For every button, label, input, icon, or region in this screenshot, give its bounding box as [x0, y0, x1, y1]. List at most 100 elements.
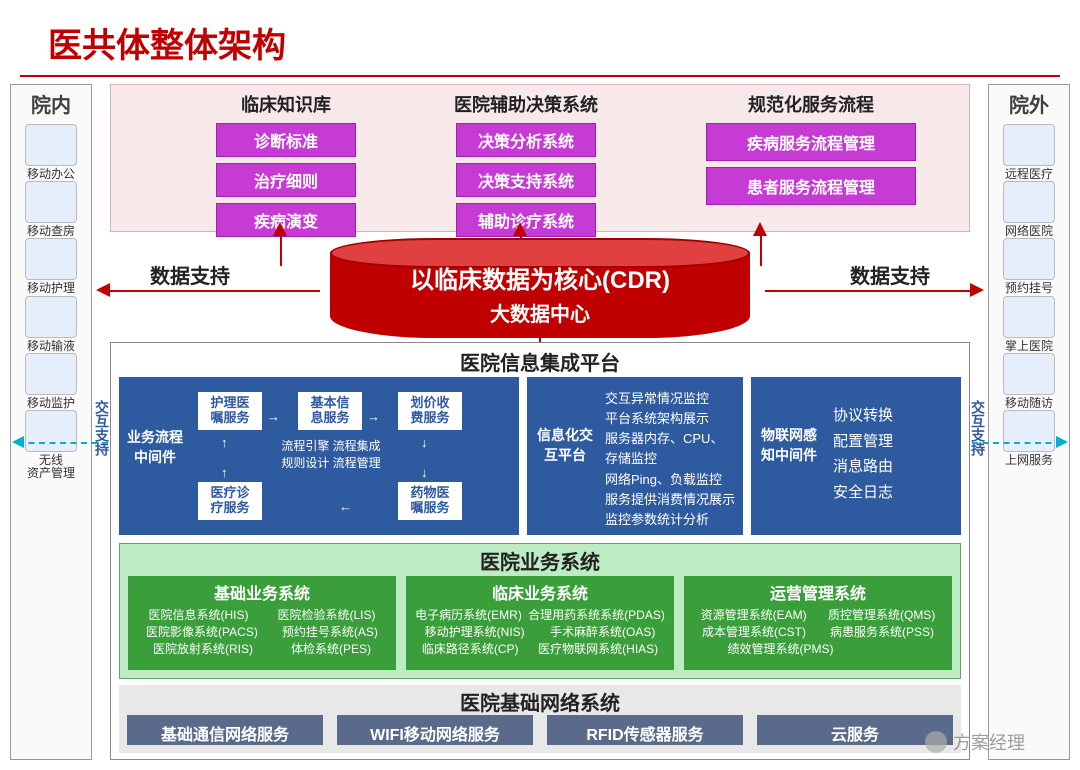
- side-icon: [1003, 238, 1055, 280]
- pink-column-title: 规范化服务流程: [748, 91, 874, 117]
- pink-tag: 决策支持系统: [456, 163, 596, 197]
- network-service-box: 云服务: [757, 715, 953, 745]
- knowledge-layer: 临床知识库诊断标准治疗细则疾病演变医院辅助决策系统决策分析系统决策支持系统辅助诊…: [110, 84, 970, 232]
- monitor-line: 监控参数统计分析: [605, 510, 735, 530]
- monitor-line: 平台系统架构展示: [605, 409, 735, 429]
- svc-medical: 医疗诊 疗服务: [197, 481, 263, 521]
- platform-title: 医院信息集成平台: [111, 343, 969, 380]
- iot-line: 安全日志: [833, 480, 893, 506]
- side-icon: [25, 296, 77, 338]
- watermark: 方案经理: [925, 729, 1025, 755]
- side-label: 移动监护: [27, 397, 75, 410]
- side-item: 网络医院: [1003, 181, 1055, 238]
- svc-drug: 药物医 嘱服务: [397, 481, 463, 521]
- side-item: 无线 资产管理: [25, 410, 77, 480]
- side-item: 远程医疗: [1003, 124, 1055, 181]
- network-service-box: WIFI移动网络服务: [337, 715, 533, 745]
- business-system-box: 基础业务系统医院信息系统(HIS)医院检验系统(LIS)医院影像系统(PACS)…: [128, 576, 396, 670]
- cdr-core: 以临床数据为核心(CDR) 大数据中心: [330, 238, 750, 338]
- network-title: 医院基础网络系统: [119, 685, 961, 718]
- internal-heading: 院内: [31, 89, 71, 118]
- pink-tag: 决策分析系统: [456, 123, 596, 157]
- iot-line: 配置管理: [833, 429, 893, 455]
- side-icon: [25, 353, 77, 395]
- side-item: 预约挂号: [1003, 238, 1055, 295]
- monitor-line: 网络Ping、负载监控: [605, 470, 735, 490]
- iot-line: 消息路由: [833, 454, 893, 480]
- business-box-title: 临床业务系统: [412, 580, 668, 604]
- svc-nursing: 护理医 嘱服务: [197, 391, 263, 431]
- integration-layer: 业务流程 中间件 护理医 嘱服务 基本信 息服务 划价收 费服务 医疗诊 疗服务…: [119, 377, 961, 535]
- business-box-title: 基础业务系统: [134, 580, 390, 604]
- side-item: 移动输液: [25, 296, 77, 353]
- info-exchange-platform: 信息化交 互平台 交互异常情况监控平台系统架构展示服务器内存、CPU、存储监控网…: [527, 377, 743, 535]
- flow-engine-text: 流程引擎 流程集成 规则设计 流程管理: [271, 437, 391, 471]
- cyan-arrow-head: [12, 436, 24, 448]
- side-label: 移动办公: [27, 168, 75, 181]
- business-row: 医院影像系统(PACS)预约挂号系统(AS): [134, 623, 390, 640]
- external-heading: 院外: [1009, 89, 1049, 118]
- side-item: 移动护理: [25, 238, 77, 295]
- business-row: 移动护理系统(NIS)手术麻醉系统(OAS): [412, 623, 668, 640]
- pink-tag: 诊断标准: [216, 123, 356, 157]
- side-icon: [25, 181, 77, 223]
- data-support-left: 数据支持: [150, 260, 230, 289]
- monitor-line: 服务提供消费情况展示: [605, 490, 735, 510]
- side-icon: [25, 410, 77, 452]
- business-system-box: 临床业务系统电子病历系统(EMR)合理用药系统系统(PDAS)移动护理系统(NI…: [406, 576, 674, 670]
- arrow-head: [513, 222, 527, 236]
- side-icon: [1003, 124, 1055, 166]
- side-label: 无线 资产管理: [27, 454, 75, 480]
- side-icon: [1003, 181, 1055, 223]
- pink-column: 医院辅助决策系统决策分析系统决策支持系统辅助诊疗系统: [441, 91, 611, 225]
- monitor-line: 服务器内存、CPU、存储监控: [605, 429, 735, 469]
- pink-column: 规范化服务流程疾病服务流程管理患者服务流程管理: [691, 91, 931, 225]
- external-column: 院外 远程医疗网络医院预约挂号掌上医院移动随访上网服务: [988, 84, 1070, 760]
- svc-pricing: 划价收 费服务: [397, 391, 463, 431]
- monitor-line: 交互异常情况监控: [605, 389, 735, 409]
- side-icon: [25, 238, 77, 280]
- wechat-icon: [925, 731, 947, 753]
- arrow-head: [753, 222, 767, 236]
- pink-column: 临床知识库诊断标准治疗细则疾病演变: [201, 91, 371, 225]
- pink-tag: 疾病服务流程管理: [706, 123, 916, 161]
- internal-column: 院内 移动办公移动查房移动护理移动输液移动监护无线 资产管理: [10, 84, 92, 760]
- side-label: 远程医疗: [1005, 168, 1053, 181]
- pink-column-title: 临床知识库: [241, 91, 331, 117]
- main-container: 医院信息集成平台 业务流程 中间件 护理医 嘱服务 基本信 息服务 划价收 费服…: [110, 342, 970, 760]
- side-item: 掌上医院: [1003, 296, 1055, 353]
- side-label: 网络医院: [1005, 225, 1053, 238]
- side-label: 移动护理: [27, 282, 75, 295]
- network-layer: 医院基础网络系统 基础通信网络服务 WIFI移动网络服务 RFID传感器服务云服务: [119, 685, 961, 753]
- cdr-subtitle: 大数据中心: [330, 298, 750, 327]
- side-label: 掌上医院: [1005, 340, 1053, 353]
- cyan-arrow-head: [1056, 436, 1068, 448]
- title-underline: [20, 75, 1060, 77]
- side-item: 移动监护: [25, 353, 77, 410]
- business-title: 医院业务系统: [120, 544, 960, 577]
- arrow: [765, 290, 980, 292]
- interaction-right: 交互支持: [968, 400, 988, 456]
- business-layer: 医院业务系统 基础业务系统医院信息系统(HIS)医院检验系统(LIS)医院影像系…: [119, 543, 961, 679]
- business-row: 临床路径系统(CP)医疗物联网系统(HIAS): [412, 640, 668, 657]
- cyan-arrow: [972, 442, 1062, 444]
- side-label: 移动查房: [27, 225, 75, 238]
- pink-tag: 治疗细则: [216, 163, 356, 197]
- cdr-title: 以临床数据为核心(CDR): [330, 260, 750, 295]
- interaction-left: 交互支持: [92, 400, 112, 456]
- iot-line: 协议转换: [833, 403, 893, 429]
- arrow: [100, 290, 320, 292]
- side-label: 预约挂号: [1005, 282, 1053, 295]
- business-row: 医院信息系统(HIS)医院检验系统(LIS): [134, 606, 390, 623]
- side-icon: [1003, 410, 1055, 452]
- data-support-right: 数据支持: [850, 260, 930, 289]
- network-service-box: RFID传感器服务: [547, 715, 743, 745]
- arrow-head: [273, 222, 287, 236]
- side-item: 移动随访: [1003, 353, 1055, 410]
- business-row: 电子病历系统(EMR)合理用药系统系统(PDAS): [412, 606, 668, 623]
- iot-middleware: 物联网感 知中间件 协议转换配置管理消息路由安全日志: [751, 377, 961, 535]
- network-service-box: 基础通信网络服务: [127, 715, 323, 745]
- business-row: 绩效管理系统(PMS): [690, 640, 946, 657]
- side-label: 上网服务: [1005, 454, 1053, 467]
- side-item: 移动查房: [25, 181, 77, 238]
